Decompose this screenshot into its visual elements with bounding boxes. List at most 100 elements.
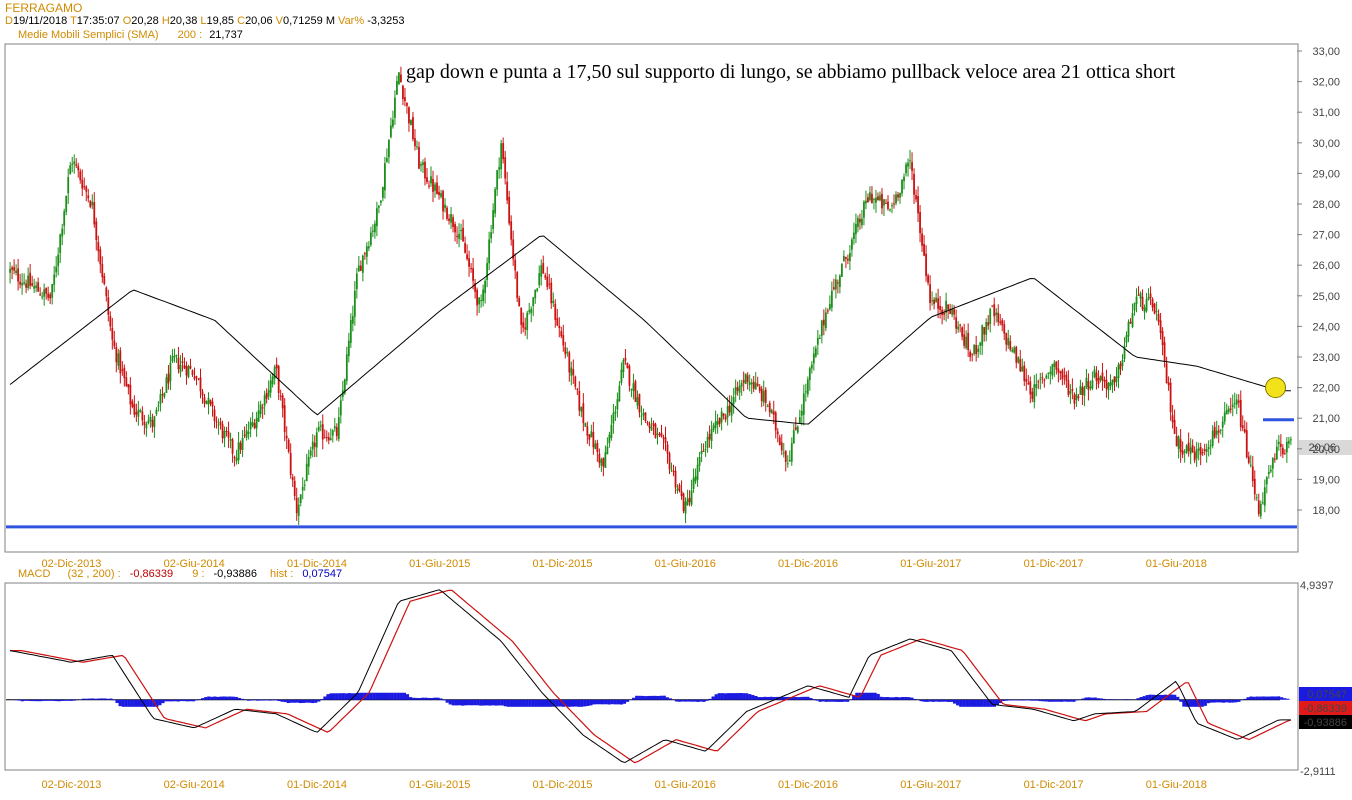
price-candle <box>945 292 948 322</box>
price-candle <box>847 254 849 265</box>
price-candle <box>1127 319 1130 343</box>
price-candle <box>875 189 877 213</box>
price-layer: 20,06 <box>6 66 1352 529</box>
price-candle <box>1053 359 1056 377</box>
price-candle <box>123 364 126 387</box>
price-candle <box>1231 394 1234 417</box>
price-candle <box>678 483 681 493</box>
price-candle <box>758 384 761 394</box>
price-candle <box>1153 302 1156 315</box>
price-candle <box>482 284 485 307</box>
price-candle <box>600 457 603 472</box>
price-y-tick-label: 27,00 <box>1312 230 1340 242</box>
price-candle <box>1145 292 1148 313</box>
price-candle <box>480 294 483 308</box>
price-candle <box>913 168 915 204</box>
price-candle <box>472 257 474 290</box>
price-candle <box>770 408 773 414</box>
price-candle <box>428 180 430 189</box>
price-candle <box>905 162 907 177</box>
price-candle <box>355 267 358 299</box>
var-key: Var% <box>338 15 365 27</box>
price-candle <box>51 283 54 305</box>
price-candle <box>1167 376 1170 391</box>
price-y-tick-label: 18,00 <box>1312 505 1340 517</box>
price-candle <box>738 379 741 400</box>
price-candle <box>933 297 935 310</box>
price-candle <box>642 408 645 421</box>
price-candle <box>1041 372 1044 384</box>
price-candle <box>400 66 402 83</box>
price-candle <box>1287 436 1290 449</box>
price-candle <box>1277 434 1280 451</box>
macd-x-axis: 02-Dic-2013 02-Giu-2014 01-Dic-2014 01-Giu-… <box>42 779 1207 791</box>
price-candle <box>363 251 366 260</box>
price-candle <box>1261 492 1264 505</box>
price-candle <box>818 334 821 339</box>
volume-value: 0,71259 M <box>283 15 335 27</box>
price-candle <box>867 193 869 203</box>
price-candle <box>1193 446 1196 464</box>
price-candle <box>492 203 495 234</box>
price-candle <box>959 323 962 333</box>
price-y-tick-label: 21,00 <box>1312 413 1340 425</box>
price-candle <box>708 425 711 448</box>
price-candle <box>622 357 625 379</box>
price-candle <box>568 350 571 382</box>
price-candle <box>572 359 575 384</box>
price-candle <box>143 415 146 435</box>
price-candle <box>752 376 755 393</box>
price-candle <box>141 406 144 426</box>
hist-value: 0,07547 <box>302 568 343 580</box>
price-candle <box>466 244 468 261</box>
price-candle <box>420 161 422 172</box>
price-candle <box>804 383 807 402</box>
price-candle <box>33 278 36 293</box>
price-candle <box>740 380 743 396</box>
hist-label: hist : <box>270 568 294 580</box>
price-candle <box>1009 335 1012 352</box>
price-candle <box>1229 397 1232 414</box>
price-candle <box>1213 421 1216 439</box>
time-value: 17:35:07 <box>76 15 120 27</box>
price-candle <box>145 421 148 437</box>
price-candle <box>530 306 533 323</box>
price-candle <box>353 280 356 326</box>
price-candle <box>430 166 432 187</box>
price-candle <box>859 213 861 230</box>
price-candle <box>1163 336 1166 368</box>
price-candle <box>851 237 853 257</box>
price-candle <box>1247 451 1250 465</box>
price-candle <box>1017 356 1020 364</box>
price-candle <box>520 307 523 334</box>
price-candle <box>849 245 851 270</box>
price-candle <box>836 279 839 294</box>
price-candle <box>155 407 158 417</box>
price-candle <box>17 258 20 291</box>
price-candle <box>694 468 697 485</box>
price-candle <box>183 357 186 370</box>
price-candle <box>1259 500 1262 519</box>
price-candle <box>71 156 74 173</box>
price-candle <box>1233 392 1236 409</box>
price-candle <box>1159 312 1162 340</box>
price-candle <box>871 186 873 204</box>
price-candle <box>219 417 222 430</box>
price-candle <box>1069 384 1072 404</box>
price-panel-frame <box>4 43 1299 553</box>
price-candle <box>842 250 845 262</box>
price-candle <box>1085 368 1088 390</box>
price-candle <box>247 421 250 440</box>
price-candle <box>265 388 268 404</box>
price-candle <box>676 484 679 494</box>
price-candle <box>730 395 733 423</box>
price-candle <box>1113 376 1116 391</box>
price-candle <box>648 421 651 433</box>
price-candle <box>41 291 44 300</box>
price-candle <box>31 275 34 287</box>
price-candle <box>1185 444 1188 455</box>
price-candle <box>947 304 950 319</box>
price-candle <box>838 274 841 294</box>
sma-label: Medie Mobili Semplici (SMA) <box>18 29 159 41</box>
